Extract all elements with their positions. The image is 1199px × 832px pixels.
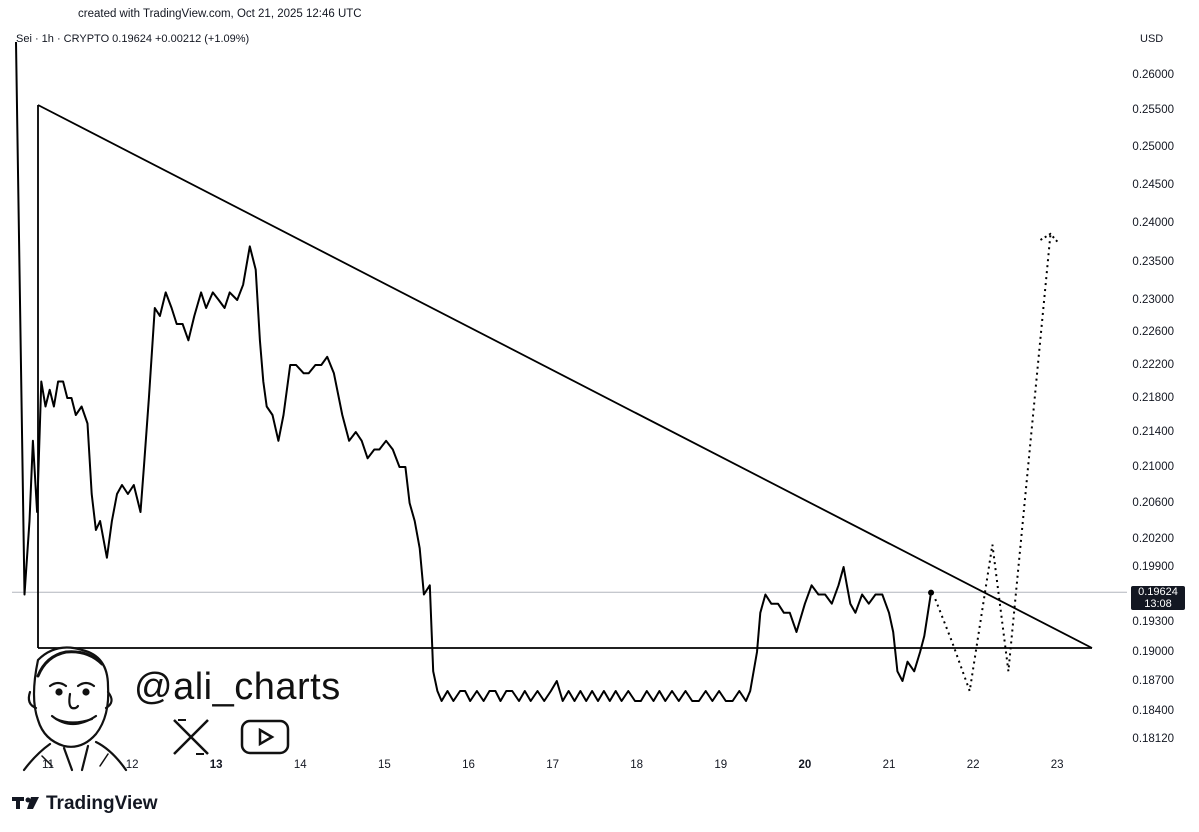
avatar-icon [22,646,128,772]
y-tick-label: 0.21800 [1132,392,1174,404]
y-tick-label: 0.22600 [1132,326,1174,338]
projection-arrow-icon [1039,232,1060,244]
x-tick-label: 19 [714,759,728,771]
y-tick-label: 0.19900 [1132,561,1174,573]
trendline[interactable] [37,104,1093,649]
author-handle: @ali_charts [134,666,341,708]
last-price-dot [928,589,935,596]
x-tick-label: 11 [42,759,54,771]
y-tick-label: 0.19000 [1132,646,1174,658]
y-tick-label: 0.24500 [1132,179,1174,191]
x-tick-label: 15 [377,759,391,771]
y-tick-label: 0.18120 [1132,733,1174,745]
y-tick-label: 0.20600 [1132,497,1174,509]
price-series-line [15,41,932,702]
x-tick-label: 14 [293,759,307,771]
symbol-info: Sei · 1h · CRYPTO 0.19624 +0.00212 (+1.0… [16,33,250,45]
projection-dotted-line [934,233,1052,692]
y-tick-label: 0.21400 [1132,426,1174,438]
y-tick-label: 0.25500 [1132,104,1174,116]
x-tick-label: 20 [798,759,812,771]
y-tick-label: 0.21000 [1132,461,1174,473]
y-tick-label: 0.24000 [1132,217,1174,229]
y-tick-label: 0.22200 [1132,359,1174,371]
last-price-value: 0.19624 [1138,586,1178,598]
y-tick-label: 0.25000 [1132,141,1174,153]
x-tick-label: 22 [966,759,980,771]
x-tick-label: 21 [882,759,896,771]
x-tick-label: 13 [209,759,223,771]
triangle-trendlines [37,104,1093,649]
x-tick-label: 12 [125,759,139,771]
y-tick-label: 0.19300 [1132,616,1174,628]
y-tick-label: 0.18700 [1132,675,1174,687]
last-price-tag: 0.19624 13:08 [1131,586,1185,610]
y-tick-label: 0.18400 [1132,705,1174,717]
x-tick-label: 16 [462,759,475,771]
x-tick-label: 17 [546,759,559,771]
tradingview-logo-icon [12,797,39,809]
tradingview-logo: TradingView [40,793,158,815]
tradingview-logo-text: TradingView [46,793,158,814]
x-tick-label: 18 [630,759,644,771]
y-tick-label: 0.23500 [1132,256,1174,268]
x-icon[interactable] [173,719,209,755]
y-tick-label: 0.26000 [1132,69,1174,81]
x-tick-label: 23 [1050,759,1064,771]
currency-label[interactable]: USD [1140,33,1164,45]
y-tick-label: 0.23000 [1132,294,1174,306]
youtube-icon[interactable] [240,719,290,755]
bar-countdown: 13:08 [1144,598,1172,610]
created-with-text: created with TradingView.com, Oct 21, 20… [78,8,362,20]
y-tick-label: 0.20200 [1132,533,1174,545]
